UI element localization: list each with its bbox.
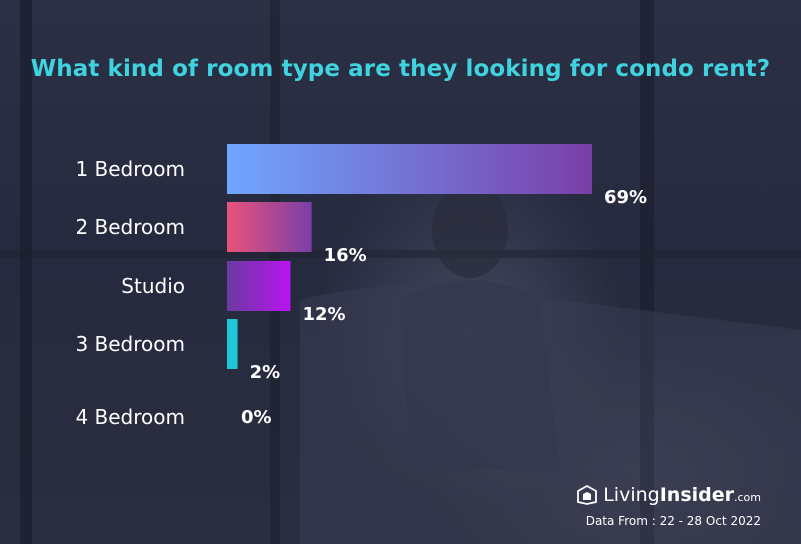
brand-name-suffix: .com: [734, 491, 761, 504]
source-note: Data From : 22 - 28 Oct 2022: [585, 514, 761, 528]
category-label: 4 Bedroom: [75, 405, 185, 429]
value-label: 2%: [250, 362, 281, 383]
house-logo-icon: [577, 485, 598, 505]
value-label: 69%: [604, 187, 647, 208]
brand-name-part1: Living: [603, 484, 660, 506]
value-label: 12%: [302, 304, 345, 325]
brand-logo: LivingInsider.com: [577, 484, 761, 506]
bar: [227, 144, 592, 194]
brand-name: LivingInsider.com: [603, 484, 761, 506]
category-label: 1 Bedroom: [75, 157, 185, 181]
value-label: 16%: [324, 245, 367, 266]
bars-group: 1 Bedroom 69% 2 Bedroom 16% Studio 12% 3 Bedro…: [75, 144, 647, 429]
bar: [227, 261, 291, 311]
category-label: Studio: [121, 274, 185, 298]
category-label: 3 Bedroom: [75, 332, 185, 356]
brand-name-part2: Insider: [659, 484, 734, 506]
value-label: 0%: [241, 407, 272, 428]
chart-title: What kind of room type are they looking …: [30, 56, 771, 82]
bar: [227, 202, 312, 252]
category-label: 2 Bedroom: [75, 215, 185, 239]
bar: [227, 319, 238, 369]
